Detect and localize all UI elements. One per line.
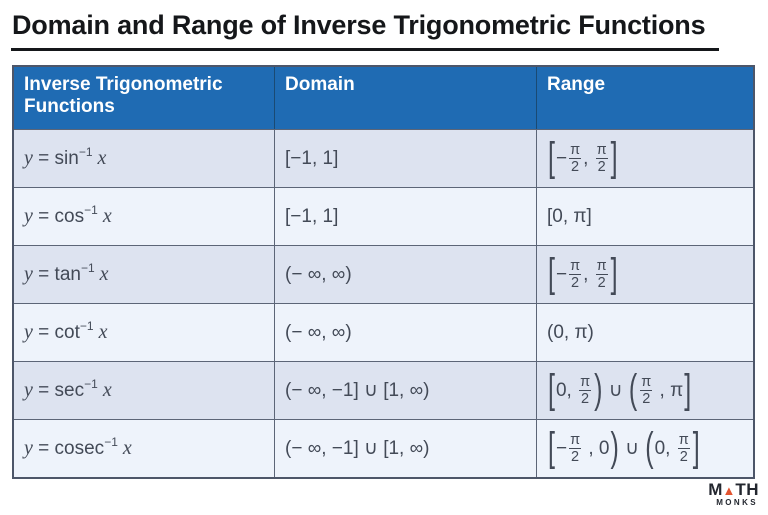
logo-th: TH (735, 480, 759, 499)
header-cell-domain: Domain (275, 67, 537, 130)
domain-cell: [−1, 1] (275, 188, 537, 246)
function-cell: y = cos −1 x (14, 188, 275, 246)
range-cell: [0, π 2) ∪ (π 2 , π] (548, 367, 692, 413)
table-row-cosec: y = cosec −1 x (− ∞, −1] ∪ [1, ∞) [− π 2 , … (14, 419, 753, 478)
range-cell: (0, π) (547, 321, 594, 343)
function-cell: y = cosec −1 x (14, 420, 275, 478)
function-cell: y = sec −1 x (14, 362, 275, 420)
domain-cell: (− ∞, ∞) (275, 304, 537, 362)
page-title: Domain and Range of Inverse Trigonometri… (11, 9, 720, 52)
logo-monks-text: MONKS (716, 498, 758, 507)
table-header-row: Inverse Trigonometric Functions Domain R… (14, 67, 753, 130)
range-cell: [− π 2, π 2] (548, 135, 618, 181)
range-cell: [− π 2 , 0) ∪ (0, π 2] (548, 425, 700, 471)
table-row-cos: y = cos −1 x [−1, 1] [0, π] (14, 187, 753, 246)
inverse-trig-table: Inverse Trigonometric Functions Domain R… (12, 65, 755, 480)
range-cell: [0, π] (547, 205, 592, 227)
domain-cell: (− ∞, ∞) (275, 246, 537, 304)
header-cell-functions: Inverse Trigonometric Functions (14, 67, 275, 130)
range-cell: [− π 2, π 2] (548, 251, 618, 297)
table-row-tan: y = tan −1 x (− ∞, ∞) [− π 2, π 2] (14, 245, 753, 304)
logo-m: M (708, 480, 723, 499)
table-row-sec: y = sec −1 x (− ∞, −1] ∪ [1, ∞) [0, π 2) ∪… (14, 361, 753, 420)
domain-cell: [−1, 1] (275, 130, 537, 188)
domain-cell: (− ∞, −1] ∪ [1, ∞) (275, 420, 537, 478)
domain-cell: (− ∞, −1] ∪ [1, ∞) (275, 362, 537, 420)
header-cell-range: Range (537, 67, 753, 130)
function-cell: y = cot −1 x (14, 304, 275, 362)
function-cell: y = tan −1 x (14, 246, 275, 304)
logo-math-text: M ▲ TH (708, 481, 759, 498)
triangle-icon: ▲ (722, 482, 736, 498)
table-row-sin: y = sin −1 x [−1, 1] [− π 2, π 2] (14, 129, 753, 188)
mathmonks-logo: M ▲ TH MONKS (708, 481, 759, 507)
function-cell: y = sin −1 x (14, 130, 275, 188)
table-row-cot: y = cot −1 x (− ∞, ∞) (0, π) (14, 303, 753, 362)
